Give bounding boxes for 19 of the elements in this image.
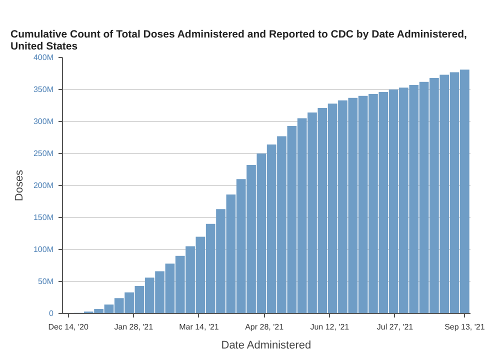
y-tick-label: 150M	[33, 213, 54, 222]
x-axis-title: Date Administered	[221, 340, 312, 352]
y-tick-label: 100M	[33, 245, 54, 254]
x-tick-label: Sep 13, '21	[444, 322, 486, 332]
y-tick-label: 0	[49, 309, 54, 318]
y-tick-label: 300M	[33, 117, 54, 126]
x-tick-label: Dec 14, '20	[48, 322, 89, 332]
y-tick-label: 250M	[33, 149, 54, 158]
y-tick-label: 50M	[38, 277, 54, 286]
y-tick-label: 200M	[33, 181, 54, 190]
y-tick-label: 400M	[33, 53, 54, 62]
x-tick-label: Jul 27, '21	[376, 322, 414, 332]
y-tick-label: 350M	[33, 85, 54, 94]
x-tick-label: Jun 12, '21	[310, 322, 350, 332]
chart-title: Cumulative Count of Total Doses Administered and Reported to CDC by Date Administered, United States	[10, 28, 467, 52]
y-axis-title: Doses	[13, 169, 26, 202]
x-tick-label: Mar 14, '21	[179, 322, 220, 332]
x-tick-label: Apr 28, '21	[245, 322, 284, 332]
x-tick-label: Jan 28, '21	[114, 322, 154, 332]
